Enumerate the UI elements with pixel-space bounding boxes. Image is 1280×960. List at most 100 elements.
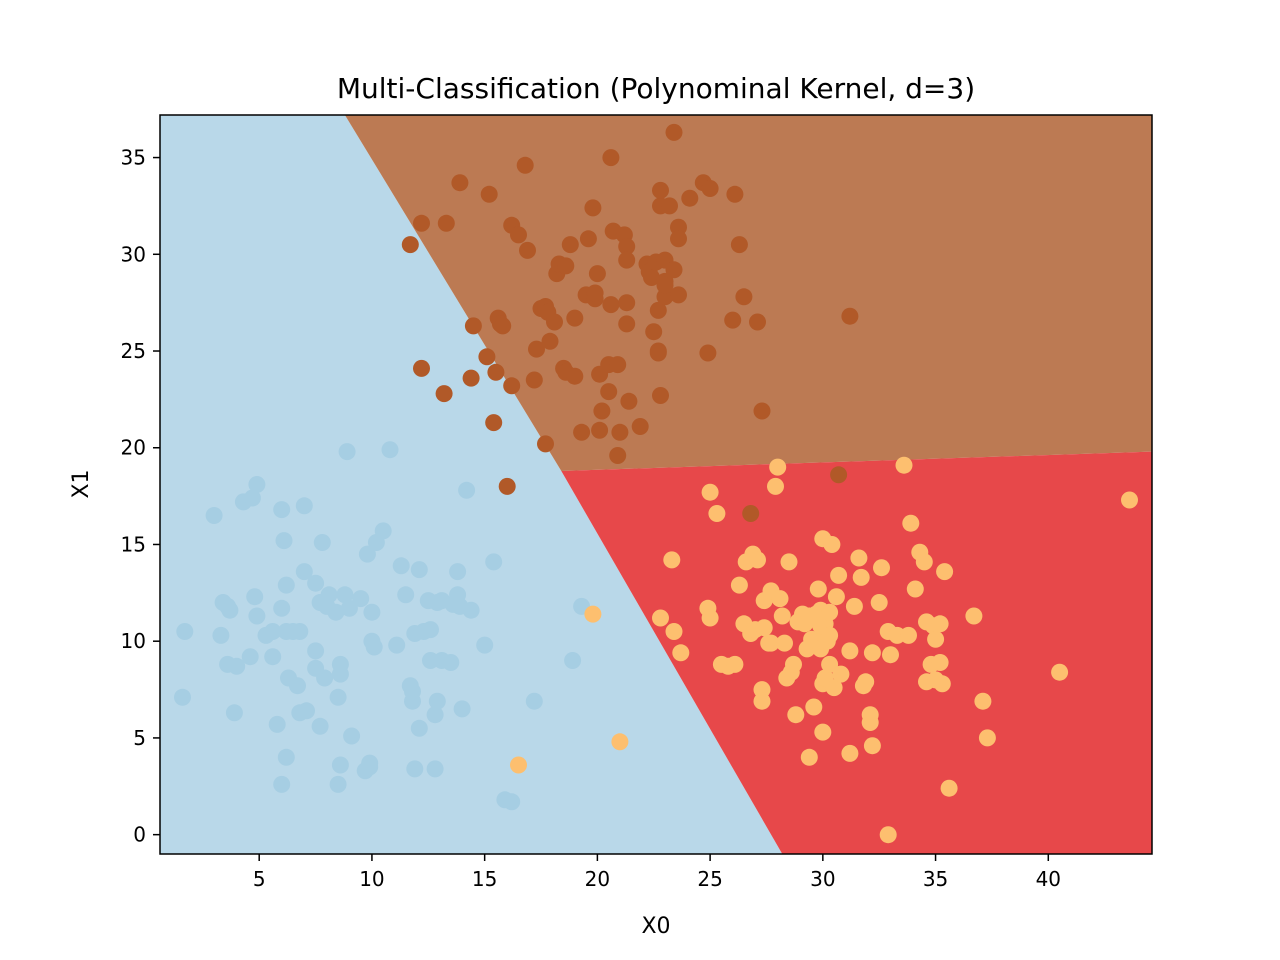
point-class-0 [331,756,349,774]
point-class-2 [672,644,690,662]
point-class-1 [516,156,534,174]
point-class-1 [525,371,543,389]
point-class-0 [329,775,347,793]
point-class-1 [841,307,859,325]
point-class-0 [458,481,476,499]
point-class-0 [397,586,415,604]
point-class-0 [388,636,406,654]
point-class-1 [485,414,503,432]
point-class-0 [295,563,313,581]
point-class-1 [561,236,579,254]
point-class-2 [755,619,773,637]
point-class-0 [277,576,295,594]
point-class-2 [852,568,870,586]
x-axis-label: X0 [641,914,670,939]
point-class-2 [857,673,875,691]
decision-regions [160,115,1152,854]
point-class-0 [327,603,345,621]
point-class-0 [291,623,309,640]
point-class-0 [392,557,410,575]
point-class-2 [769,458,787,476]
point-class-1 [645,323,663,341]
point-class-2 [821,626,839,644]
point-class-2 [863,737,881,755]
point-class-1 [537,435,554,453]
point-class-0 [381,441,399,459]
point-class-0 [358,545,376,563]
y-tick-label: 20 [121,436,146,460]
point-class-1 [487,363,505,381]
point-class-0 [363,603,381,621]
point-class-1 [830,466,848,484]
point-class-1 [494,317,512,335]
x-tick-label: 20 [585,867,610,891]
point-class-0 [273,599,291,617]
point-class-0 [503,793,521,811]
point-class-0 [248,607,266,625]
point-class-0 [343,727,361,745]
point-class-1 [661,197,678,215]
point-class-2 [584,605,602,623]
point-class-1 [652,181,669,199]
point-class-2 [825,679,843,697]
point-class-2 [927,630,945,648]
x-tick-label: 25 [697,867,722,891]
x-axis: 5 10 15 20 25 30 35 40 [253,854,1061,891]
point-class-1 [724,311,742,329]
point-class-0 [241,648,259,666]
point-class-0 [449,563,467,581]
point-class-0 [426,706,444,724]
point-class-0 [212,626,230,644]
point-class-0 [340,599,358,617]
point-class-1 [557,257,575,275]
point-class-1 [546,313,563,331]
point-class-1 [588,265,606,283]
point-class-0 [410,561,428,579]
point-class-2 [611,733,629,751]
point-class-2 [726,655,744,673]
point-class-1 [435,385,453,403]
point-class-2 [933,675,951,693]
point-class-1 [643,269,660,286]
point-class-0 [564,652,582,669]
point-class-1 [665,261,683,279]
point-class-2 [762,634,780,652]
point-class-1 [701,180,719,197]
point-class-0 [295,497,313,515]
point-class-0 [176,623,194,640]
y-tick-label: 0 [133,823,146,847]
x-tick-label: 30 [810,867,835,891]
x-tick-label: 5 [253,867,266,891]
data-points [174,123,1138,844]
point-class-1 [503,377,521,395]
point-class-0 [410,719,428,737]
point-class-1 [656,276,674,294]
chart-title: Multi-Classification (Polynominal Kernel… [337,72,975,105]
point-class-0 [277,748,295,766]
point-class-2 [749,551,766,569]
point-class-0 [422,621,439,639]
point-class-2 [510,756,527,774]
y-axis: 0 5 10 15 20 25 30 35 [121,146,160,847]
point-class-1 [609,356,627,374]
point-class-2 [823,536,841,553]
point-class-1 [699,344,717,362]
point-class-0 [361,754,379,772]
point-class-2 [809,580,827,598]
point-class-1 [451,174,469,192]
point-class-1 [579,230,597,248]
point-class-0 [525,692,543,710]
point-class-1 [753,402,771,420]
point-class-2 [870,594,888,611]
point-class-2 [730,576,748,594]
point-class-1 [464,317,482,335]
point-class-2 [882,646,899,664]
point-class-2 [821,655,839,673]
point-class-0 [289,677,306,695]
point-class-0 [248,476,266,493]
point-class-1 [609,447,627,464]
plot-frame [159,114,1153,855]
y-tick-label: 30 [121,242,146,266]
point-class-1 [631,418,649,435]
